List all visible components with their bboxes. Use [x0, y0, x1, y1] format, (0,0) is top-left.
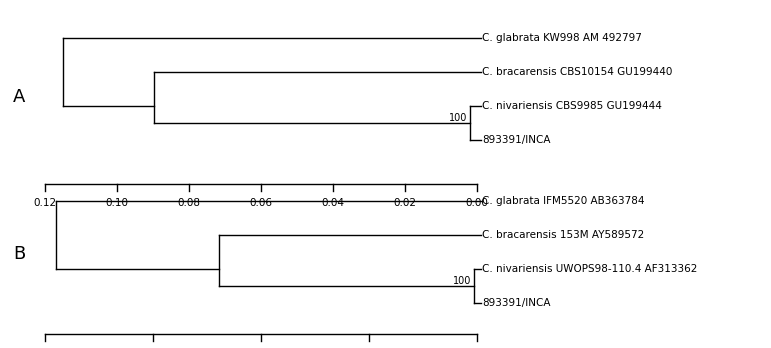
Text: 0.00: 0.00: [466, 198, 489, 208]
Text: C. glabrata IFM5520 AB363784: C. glabrata IFM5520 AB363784: [482, 196, 645, 206]
Text: C. bracarensis CBS10154 GU199440: C. bracarensis CBS10154 GU199440: [482, 67, 672, 77]
Text: 0.10: 0.10: [106, 198, 128, 208]
Text: 0.12: 0.12: [33, 198, 56, 208]
Text: 100: 100: [453, 276, 472, 286]
Text: 0.06: 0.06: [249, 198, 272, 208]
Text: C. nivariensis UWOPS98-110.4 AF313362: C. nivariensis UWOPS98-110.4 AF313362: [482, 264, 698, 274]
Text: A: A: [13, 88, 25, 106]
Text: 893391/INCA: 893391/INCA: [482, 298, 550, 308]
Text: 0.04: 0.04: [322, 198, 345, 208]
Text: 0.08: 0.08: [177, 198, 200, 208]
Text: 100: 100: [449, 113, 467, 123]
Text: C. nivariensis CBS9985 GU199444: C. nivariensis CBS9985 GU199444: [482, 101, 662, 111]
Text: C. glabrata KW998 AM 492797: C. glabrata KW998 AM 492797: [482, 33, 642, 43]
Text: 893391/INCA: 893391/INCA: [482, 135, 550, 145]
Text: B: B: [13, 245, 25, 263]
Text: 0.02: 0.02: [393, 198, 416, 208]
Text: C. bracarensis 153M AY589572: C. bracarensis 153M AY589572: [482, 230, 645, 240]
